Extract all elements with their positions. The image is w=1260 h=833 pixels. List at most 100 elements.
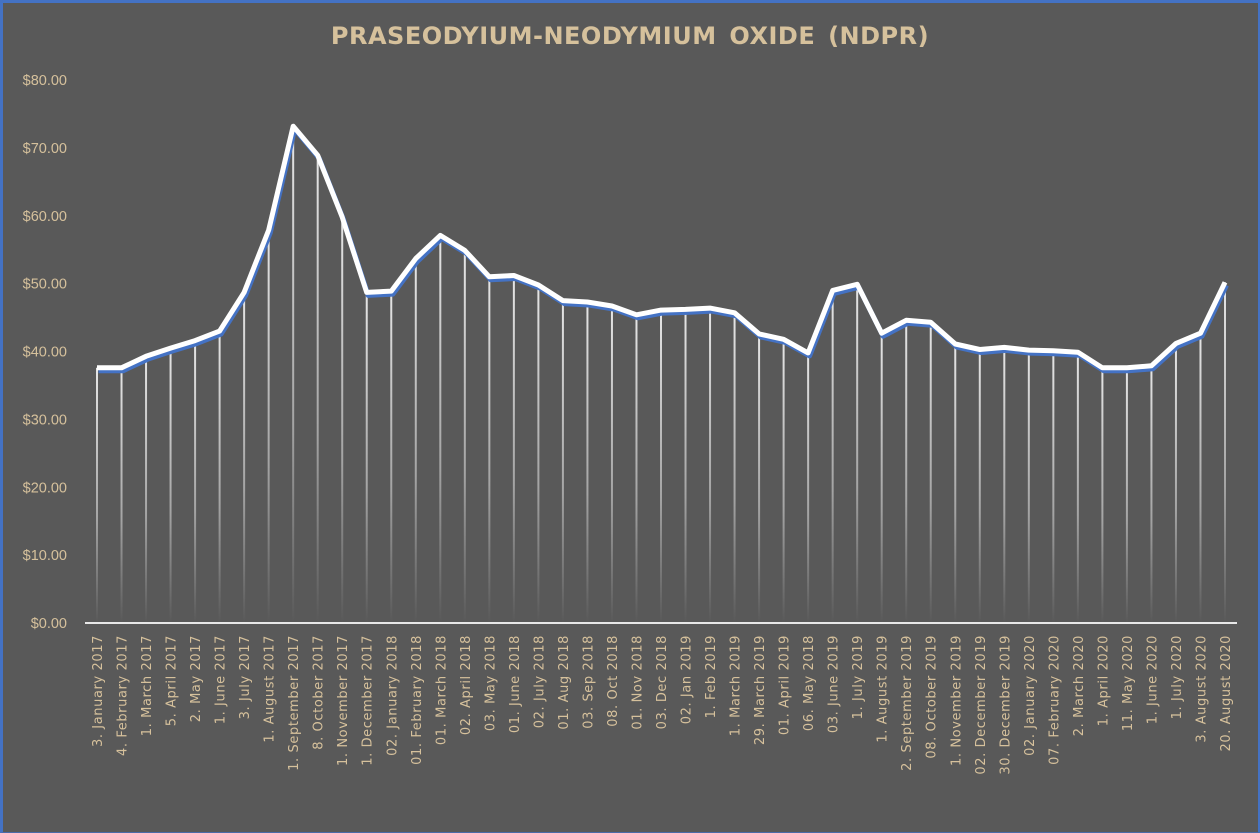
drop-line — [856, 284, 859, 623]
y-tick-label: $0.00 — [31, 616, 67, 632]
x-tick-label: 02. July 2018 — [532, 635, 547, 728]
drop-line — [316, 155, 319, 623]
y-axis: $0.00 $10.00 $20.00 $30.00 $40.00 $50.00 $60.0… — [23, 73, 67, 632]
x-tick-label: 1. July 2020 — [1170, 635, 1185, 719]
x-tick-label: 2. March 2020 — [1072, 635, 1087, 736]
x-tick-label: 02. December 2019 — [974, 635, 989, 775]
drop-line — [414, 258, 417, 623]
drop-line — [733, 312, 736, 623]
x-tick-label: 2. May 2017 — [189, 635, 204, 722]
drop-line — [463, 250, 466, 623]
x-tick-label: 01. Nov 2018 — [630, 635, 645, 730]
x-tick-label: 20. August 2020 — [1219, 635, 1234, 752]
drop-line — [169, 348, 172, 623]
drop-line — [758, 333, 761, 623]
drop-line — [218, 331, 221, 623]
x-tick-label: 01. February 2018 — [410, 635, 425, 765]
drop-line — [807, 352, 810, 623]
drop-line — [782, 339, 785, 623]
y-tick-label: $80.00 — [23, 73, 67, 89]
x-tick-label: 1. August 2017 — [263, 635, 278, 743]
drop-line — [341, 217, 344, 624]
drop-line — [1076, 352, 1079, 623]
x-tick-label: 3. January 2017 — [91, 635, 106, 747]
drop-line — [1174, 343, 1177, 623]
x-tick-label: 29. March 2019 — [753, 635, 768, 745]
drop-line — [194, 340, 197, 623]
x-tick-label: 01. April 2019 — [778, 635, 793, 735]
x-tick-label: 30. December 2019 — [998, 635, 1013, 775]
drop-line — [1125, 367, 1128, 623]
y-tick-label: $70.00 — [23, 141, 67, 157]
drop-line — [537, 284, 540, 623]
chart-title: PRASEODYIUM-NEODYMIUM OXIDE (NDPR) — [330, 22, 930, 50]
y-tick-label: $20.00 — [23, 480, 67, 496]
drop-line — [243, 292, 246, 623]
x-tick-label: 1. June 2020 — [1145, 635, 1160, 724]
drop-line — [684, 309, 687, 623]
x-tick-label: 03. Dec 2018 — [655, 635, 670, 729]
x-tick-label: 03. June 2019 — [827, 635, 842, 733]
x-tick-label: 02. January 2018 — [385, 635, 400, 756]
x-tick-label: 1. April 2020 — [1096, 635, 1111, 726]
drop-line — [954, 344, 957, 623]
x-tick-label: 02. January 2020 — [1023, 635, 1038, 756]
x-tick-label: 01. Aug 2018 — [557, 635, 572, 730]
drop-line — [610, 306, 613, 623]
y-tick-label: $60.00 — [23, 209, 67, 225]
y-tick-label: $40.00 — [23, 345, 67, 361]
drop-line — [120, 367, 123, 623]
drop-lines — [96, 126, 1226, 624]
x-tick-label: 08. October 2019 — [925, 635, 940, 759]
x-tick-label: 8. October 2017 — [312, 635, 327, 750]
drop-line — [1199, 333, 1202, 623]
x-tick-label: 1. March 2019 — [729, 635, 744, 736]
x-tick-label: 02. Jan 2019 — [680, 635, 695, 724]
x-tick-label: 03. Sep 2018 — [581, 635, 596, 729]
drop-line — [267, 230, 270, 623]
drop-line — [365, 292, 368, 623]
x-tick-label: 01. June 2018 — [508, 635, 523, 733]
drop-line — [1003, 347, 1006, 623]
x-tick-label: 11. May 2020 — [1121, 635, 1136, 731]
x-tick-label: 08. Oct 2018 — [606, 635, 621, 727]
x-tick-label: 1. Feb 2019 — [704, 635, 719, 718]
x-axis: 3. January 2017 4. February 2017 1. March … — [91, 635, 1234, 775]
drop-line — [292, 126, 295, 623]
drop-line — [978, 349, 981, 623]
x-tick-label: 1. July 2019 — [851, 635, 866, 719]
drop-line — [145, 356, 148, 623]
drop-line — [635, 314, 638, 623]
drop-line — [905, 320, 908, 623]
drop-line — [439, 235, 442, 623]
drop-line — [586, 301, 589, 623]
x-tick-label: 02. April 2018 — [459, 635, 474, 735]
x-tick-label: 2. September 2019 — [900, 635, 915, 771]
drop-line — [1224, 282, 1226, 623]
x-tick-label: 1. September 2017 — [287, 635, 302, 771]
x-tick-label: 06. May 2018 — [802, 635, 817, 731]
x-tick-label: 03. May 2018 — [483, 635, 498, 731]
x-tick-label: 1. March 2017 — [140, 635, 155, 736]
drop-line — [880, 333, 883, 623]
x-tick-label: 1. December 2017 — [361, 635, 376, 766]
series-line — [97, 123, 1228, 371]
drop-line — [561, 300, 564, 623]
drop-line — [831, 290, 834, 623]
drop-line — [1027, 350, 1030, 623]
drop-line — [488, 276, 491, 623]
x-tick-label: 1. June 2017 — [214, 635, 229, 724]
x-tick-label: 3. August 2020 — [1194, 635, 1209, 743]
x-tick-label: 1. November 2017 — [336, 635, 351, 766]
x-tick-label: 4. February 2017 — [116, 635, 131, 756]
x-tick-label: 01. March 2018 — [434, 635, 449, 745]
drop-line — [1150, 365, 1153, 623]
drop-line — [512, 275, 515, 623]
x-tick-label: 1. August 2019 — [876, 635, 891, 743]
y-tick-label: $30.00 — [23, 412, 67, 428]
y-tick-label: $50.00 — [23, 277, 67, 293]
drop-line — [390, 291, 393, 623]
drop-line — [929, 322, 932, 623]
